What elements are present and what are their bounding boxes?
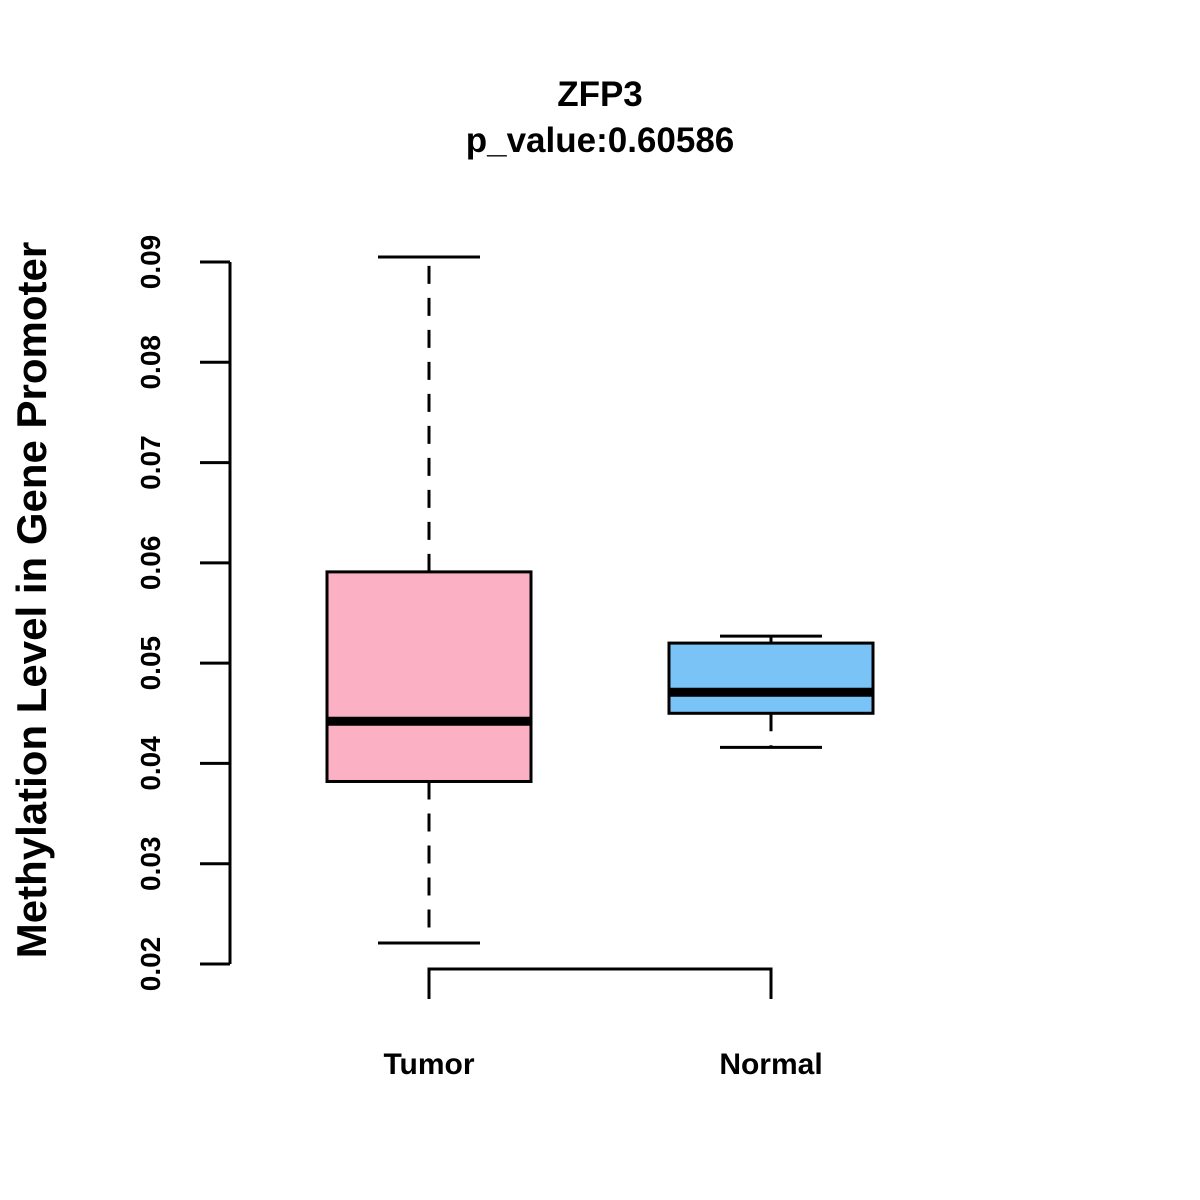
- bracket-line: [427, 967, 773, 999]
- chart-title: ZFP3: [557, 75, 643, 114]
- chart-subtitle: p_value:0.60586: [466, 121, 735, 160]
- x-category-label: Normal: [719, 1048, 822, 1081]
- y-tick-label: 0.03: [135, 836, 166, 891]
- box-iqr: [325, 570, 533, 783]
- y-tick-label: 0.04: [135, 736, 166, 791]
- box-iqr: [667, 641, 875, 715]
- boxes-layer: [325, 255, 875, 945]
- x-axis-categories: Tumor Normal: [383, 1048, 822, 1081]
- y-axis: 0.02 0.03 0.04 0.05 0.06 0.07 0.08 0.09: [135, 235, 232, 992]
- y-tick-label: 0.08: [135, 335, 166, 390]
- box-tumor: [325, 255, 533, 945]
- x-category-label: Tumor: [383, 1048, 474, 1081]
- y-tick-label: 0.02: [135, 937, 166, 992]
- y-tick-label: 0.06: [135, 536, 166, 591]
- y-tick-label: 0.05: [135, 636, 166, 691]
- comparison-bracket: [427, 967, 773, 999]
- y-tick-label: 0.07: [135, 435, 166, 490]
- y-axis-label: Methylation Level in Gene Promoter: [8, 242, 55, 958]
- box-normal: [667, 634, 875, 749]
- y-tick-label: 0.09: [135, 235, 166, 290]
